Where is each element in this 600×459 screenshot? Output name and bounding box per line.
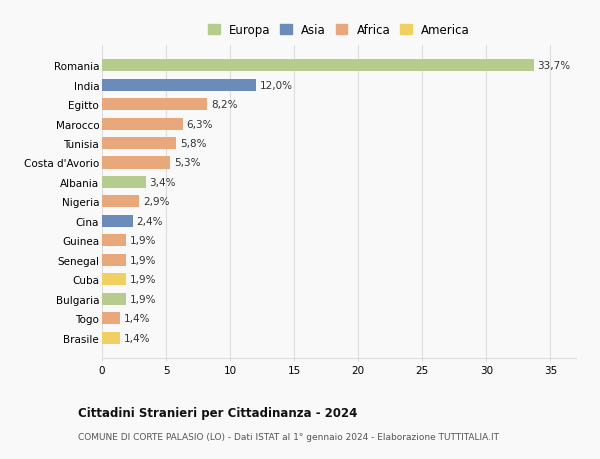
Text: Cittadini Stranieri per Cittadinanza - 2024: Cittadini Stranieri per Cittadinanza - 2… bbox=[78, 406, 358, 419]
Bar bbox=[102, 157, 170, 169]
Bar bbox=[102, 274, 127, 285]
Bar bbox=[102, 60, 534, 72]
Text: 12,0%: 12,0% bbox=[260, 80, 293, 90]
Legend: Europa, Asia, Africa, America: Europa, Asia, Africa, America bbox=[205, 21, 473, 40]
Text: 5,3%: 5,3% bbox=[174, 158, 200, 168]
Text: 1,9%: 1,9% bbox=[130, 236, 157, 246]
Bar bbox=[102, 118, 183, 130]
Text: 33,7%: 33,7% bbox=[538, 61, 571, 71]
Text: 2,4%: 2,4% bbox=[137, 216, 163, 226]
Bar bbox=[102, 177, 146, 189]
Bar bbox=[102, 313, 120, 325]
Text: COMUNE DI CORTE PALASIO (LO) - Dati ISTAT al 1° gennaio 2024 - Elaborazione TUTT: COMUNE DI CORTE PALASIO (LO) - Dati ISTA… bbox=[78, 432, 499, 442]
Bar bbox=[102, 235, 127, 247]
Text: 8,2%: 8,2% bbox=[211, 100, 238, 110]
Bar bbox=[102, 293, 127, 305]
Bar bbox=[102, 196, 139, 208]
Bar bbox=[102, 99, 207, 111]
Text: 1,9%: 1,9% bbox=[130, 255, 157, 265]
Text: 1,9%: 1,9% bbox=[130, 274, 157, 285]
Text: 6,3%: 6,3% bbox=[187, 119, 213, 129]
Text: 3,4%: 3,4% bbox=[149, 178, 176, 188]
Text: 1,4%: 1,4% bbox=[124, 313, 150, 324]
Text: 5,8%: 5,8% bbox=[180, 139, 206, 149]
Bar bbox=[102, 332, 120, 344]
Text: 1,4%: 1,4% bbox=[124, 333, 150, 343]
Bar bbox=[102, 79, 256, 91]
Bar bbox=[102, 254, 127, 266]
Text: 2,9%: 2,9% bbox=[143, 197, 169, 207]
Bar bbox=[102, 138, 176, 150]
Bar bbox=[102, 215, 133, 227]
Text: 1,9%: 1,9% bbox=[130, 294, 157, 304]
